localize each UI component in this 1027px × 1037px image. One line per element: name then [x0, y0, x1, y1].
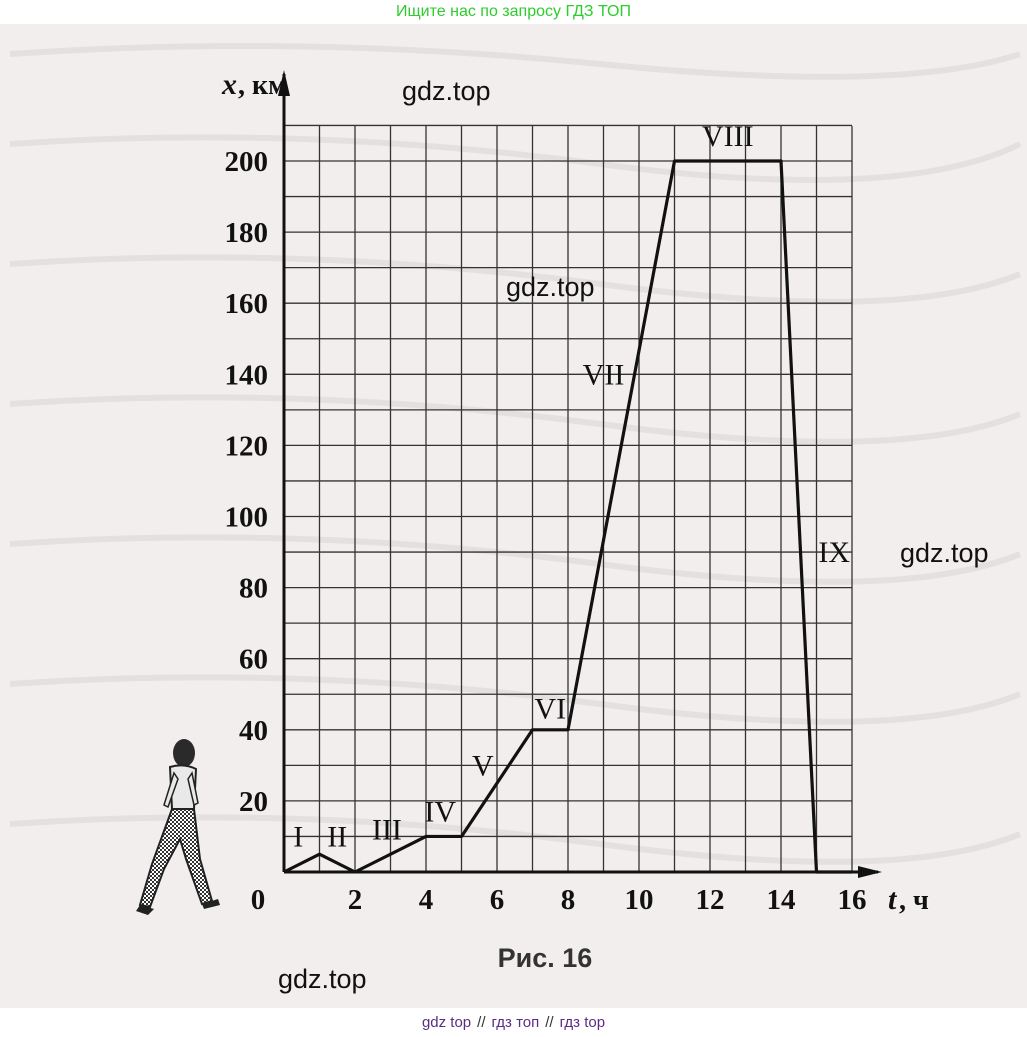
y-tick-label: 80 [239, 573, 268, 605]
y-tick-label: 200 [225, 146, 269, 178]
x-tick-label: 0 [251, 884, 266, 916]
segment-label: VI [534, 692, 566, 725]
bottom-banner: gdz top // гдз топ // гдз top [0, 1008, 1027, 1037]
footer-separator: // [545, 1014, 554, 1031]
segment-label: III [372, 813, 402, 846]
segment-label: I [293, 820, 303, 853]
y-tick-label: 40 [239, 715, 268, 747]
watermark: gdz.top [900, 538, 989, 568]
y-tick-label: 120 [225, 430, 269, 462]
figure-caption: Рис. 16 [498, 943, 593, 973]
x-axis-label-unit: , ч [899, 885, 929, 916]
footer-link[interactable]: гдз топ [491, 1014, 540, 1031]
segment-label: II [327, 820, 347, 853]
x-tick-label: 16 [838, 884, 867, 916]
top-banner: Ищите нас по запросу ГДЗ ТОП [0, 0, 1027, 24]
x-axis-label: t , ч [888, 883, 929, 916]
y-tick-label: 160 [225, 288, 269, 320]
watermark: gdz.top [278, 964, 367, 994]
y-axis-arrow [278, 70, 290, 96]
segment-label: IV [424, 796, 456, 829]
x-tick-label: 6 [490, 884, 505, 916]
x-axis-label-var: t [888, 883, 898, 916]
y-tick-label: 20 [239, 786, 268, 818]
segment-label: V [472, 749, 494, 782]
y-axis-label-var: x [221, 68, 237, 101]
walking-man-icon [136, 739, 220, 915]
search-hint-link[interactable]: Ищите нас по запросу ГДЗ ТОП [396, 3, 631, 20]
tick-labels: 20 40 60 80 100 120 140 160 180 200 0 2 4 6 8 10 12 14 16 [225, 146, 867, 916]
y-tick-label: 140 [225, 359, 269, 391]
segment-label: VIII [702, 120, 754, 153]
footer-link[interactable]: gdz top [421, 1014, 472, 1031]
x-axis-arrow [858, 866, 882, 878]
data-series [283, 159, 853, 874]
x-tick-label: 8 [561, 884, 576, 916]
x-tick-label: 4 [419, 884, 434, 916]
y-tick-label: 180 [225, 217, 269, 249]
x-tick-label: 2 [348, 884, 363, 916]
x-tick-label: 10 [625, 884, 654, 916]
y-tick-label: 100 [225, 502, 269, 534]
segment-label: IX [818, 536, 850, 569]
footer-link[interactable]: гдз top [559, 1014, 606, 1031]
textbook-photo: 20 40 60 80 100 120 140 160 180 200 0 2 4 6 8 10 12 14 16 … [0, 24, 1027, 1008]
y-tick-label: 60 [239, 644, 268, 676]
x-tick-label: 14 [767, 884, 796, 916]
x-tick-label: 12 [696, 884, 725, 916]
y-axis-label-unit: , км [238, 70, 287, 101]
chart-grid [283, 124, 853, 873]
footer-separator: // [477, 1014, 486, 1031]
segment-label: VII [583, 358, 625, 391]
watermark: gdz.top [506, 272, 595, 302]
watermark: gdz.top [402, 76, 491, 106]
chart-axes [278, 70, 882, 878]
y-axis-label: x , км [221, 68, 287, 101]
page-texture [9, 43, 1022, 865]
